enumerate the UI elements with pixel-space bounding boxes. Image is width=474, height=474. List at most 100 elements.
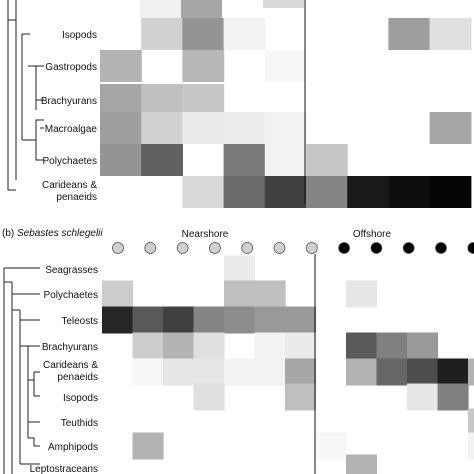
panel-a-cell-gastropods-4: [264, 50, 307, 82]
panel-b: (b) Sebastes schlegelii Nearshore Offsho…: [2, 228, 474, 474]
panel-a-cell-polychaetes-4: [264, 144, 307, 176]
panel-b-cell-brachyurans-1: [132, 332, 164, 360]
panel-b-cell-teleosts-0: [102, 306, 134, 334]
panel-b-cell-brachyurans-2: [163, 332, 195, 360]
panel-b-cell-carideans-penaeids-11: [437, 358, 469, 386]
panel-a-cell-polychaetes-3: [223, 144, 266, 176]
panel-b-header-right: Offshore: [353, 229, 392, 240]
panel-a-cell-brachyurans-2: [182, 84, 225, 116]
panel-a-dendrogram-branch-5: [22, 139, 44, 161]
panel-b-cell-carideans-penaeids-8: [346, 358, 378, 386]
panel-b-cell-polychaetes-0: [102, 280, 134, 308]
panel-b-cell-brachyurans-3: [193, 332, 225, 360]
panel-b-cell-amphipods-12: [468, 432, 474, 460]
panel-a-row-label-brachyurans: Brachyurans: [41, 96, 97, 107]
panel-a-cell-carideans-penaeids-3: [223, 176, 266, 208]
panel-b-cell-carideans-penaeids-3: [193, 358, 225, 386]
panel-b-marker-nearshore-3: [208, 242, 221, 254]
panel-a-cell-carideans-penaeids-6: [347, 176, 389, 208]
panel-b-cell-carideans-penaeids-12: [468, 358, 474, 386]
panel-b-cell-teleosts-6: [285, 306, 317, 334]
panel-b-header-left: Nearshore: [182, 229, 229, 240]
panel-b-cell-isopods-6: [285, 383, 317, 411]
panel-b-cell-amphipods-1: [132, 432, 164, 460]
panel-b-cell-leptostraceans-8: [346, 454, 378, 474]
panel-b-dendrogram: [3, 267, 40, 474]
panel-b-row-labels: Seagrasses Polychaetes Teleosts Brachyurans…: [30, 265, 99, 474]
panel-b-row-label-brachyurans: Brachyurans: [42, 342, 98, 353]
panel-b-cell-carideans-penaeids-4: [224, 358, 256, 386]
panel-b-marker-nearshore-2: [176, 242, 189, 254]
panel-b-cell-isopods-3: [193, 383, 225, 411]
panel-b-marker-offshore-11: [467, 242, 474, 254]
panel-b-row-label-carideans-penaeids: Carideans & penaeids: [43, 360, 98, 383]
panel-b-cell-brachyurans-5: [254, 332, 286, 360]
panel-b-marker-nearshore-6: [305, 242, 318, 254]
panel-b-marker-offshore-10: [435, 242, 447, 254]
panel-b-cell-brachyurans-9: [376, 332, 408, 360]
panel-a-cell-macroalgae-3: [223, 112, 266, 144]
panel-b-marker-nearshore-1: [144, 242, 157, 254]
panel-a-row-label-isopods: Isopods: [62, 30, 97, 41]
panel-b-cell-polychaetes-8: [346, 280, 378, 308]
panel-b-cell-brachyurans-10: [407, 332, 439, 360]
panel-b-marker-offshore-8: [370, 242, 383, 254]
panel-b-heatmap: [102, 255, 474, 474]
panel-b-cell-carideans-penaeids-10: [407, 358, 439, 386]
panel-b-cell-polychaetes-5: [254, 280, 286, 308]
panel-a: Isopods Gastropods Brachyurans Macroalgae Po…: [7, 0, 472, 208]
panel-a-cell-macroalgae-1: [141, 112, 183, 144]
panel-a-row-label-polychaetes: Polychaetes: [43, 156, 97, 167]
panel-b-cell-carideans-penaeids-1: [132, 358, 164, 386]
panel-b-cell-teleosts-1: [132, 306, 164, 334]
panel-a-dendrogram-branch-6: [35, 119, 44, 140]
panel-b-row-label-amphipods: Amphipods: [48, 442, 98, 453]
panel-b-marker-nearshore-0: [112, 242, 124, 254]
panel-a-cell-carideans-penaeids-7: [388, 176, 431, 208]
panel-a-row-label-carideans-penaeids: Carideans & penaeids: [42, 180, 97, 203]
panel-a-heatmap: [100, 0, 472, 208]
panel-a-dendrogram-branch-1: [8, 0, 17, 21]
panel-b-cell-isopods-11: [437, 383, 469, 411]
panel-a-cell-isopods-3: [223, 18, 266, 50]
panel-b-cell-teuthids-12: [468, 408, 474, 436]
panel-a-row-label-gastropods: Gastropods: [45, 62, 97, 73]
panel-b-cell-brachyurans-8: [346, 332, 378, 360]
panel-a-cell-polychaetes-5: [306, 144, 348, 176]
panel-a-cell-carideans-penaeids-4: [264, 176, 307, 208]
panel-a-cell-carideans-penaeids-2: [182, 176, 225, 208]
panel-b-marker-offshore-7: [338, 242, 351, 254]
panel-b-cell-carideans-penaeids-9: [376, 358, 408, 386]
panel-a-cell-gastropods-2: [182, 50, 225, 82]
panel-b-marker-offshore-9: [402, 242, 415, 254]
panel-a-cell-gastropods-0: [100, 50, 142, 82]
panel-b-row-label-teuthids: Teuthids: [61, 418, 98, 429]
panel-b-marker-nearshore-5: [273, 242, 286, 254]
panel-a-cell-top-2: [263, 0, 304, 8]
panel-a-cell-isopods-1: [141, 18, 183, 50]
panel-b-cell-isopods-10: [407, 383, 439, 411]
panel-b-cell-carideans-penaeids-6: [285, 358, 317, 386]
panel-a-cell-isopods-2: [182, 18, 225, 50]
panel-b-cell-teleosts-3: [193, 306, 225, 334]
panel-b-marker-nearshore-4: [241, 242, 254, 254]
panel-a-cell-isopods-7: [388, 18, 431, 50]
panel-a-dendrogram: [7, 0, 44, 191]
panel-a-cell-brachyurans-1: [141, 84, 183, 116]
panel-a-cell-carideans-penaeids-8: [429, 176, 472, 208]
panel-b-dendrogram-branch-16: [28, 437, 40, 447]
panel-a-cell-polychaetes-1: [141, 144, 183, 176]
panel-b-cell-polychaetes-4: [224, 280, 256, 308]
panel-a-cell-isopods-8: [429, 18, 472, 50]
panel-b-cell-carideans-penaeids-5: [254, 358, 286, 386]
panel-b-cell-brachyurans-6: [285, 332, 317, 360]
panel-a-row-labels: Isopods Gastropods Brachyurans Macroalgae Po…: [41, 30, 98, 203]
panel-b-row-label-teleosts: Teleosts: [61, 316, 98, 327]
panel-b-cell-seagrasses-4: [224, 255, 256, 283]
panel-a-cell-macroalgae-2: [182, 112, 225, 144]
panel-a-cell-macroalgae-8: [429, 112, 472, 144]
panel-a-cell-polychaetes-0: [100, 144, 142, 176]
panel-b-cell-teleosts-4: [224, 306, 256, 334]
panel-b-row-label-seagrasses: Seagrasses: [45, 265, 98, 276]
panel-a-cell-top-1: [181, 0, 222, 18]
